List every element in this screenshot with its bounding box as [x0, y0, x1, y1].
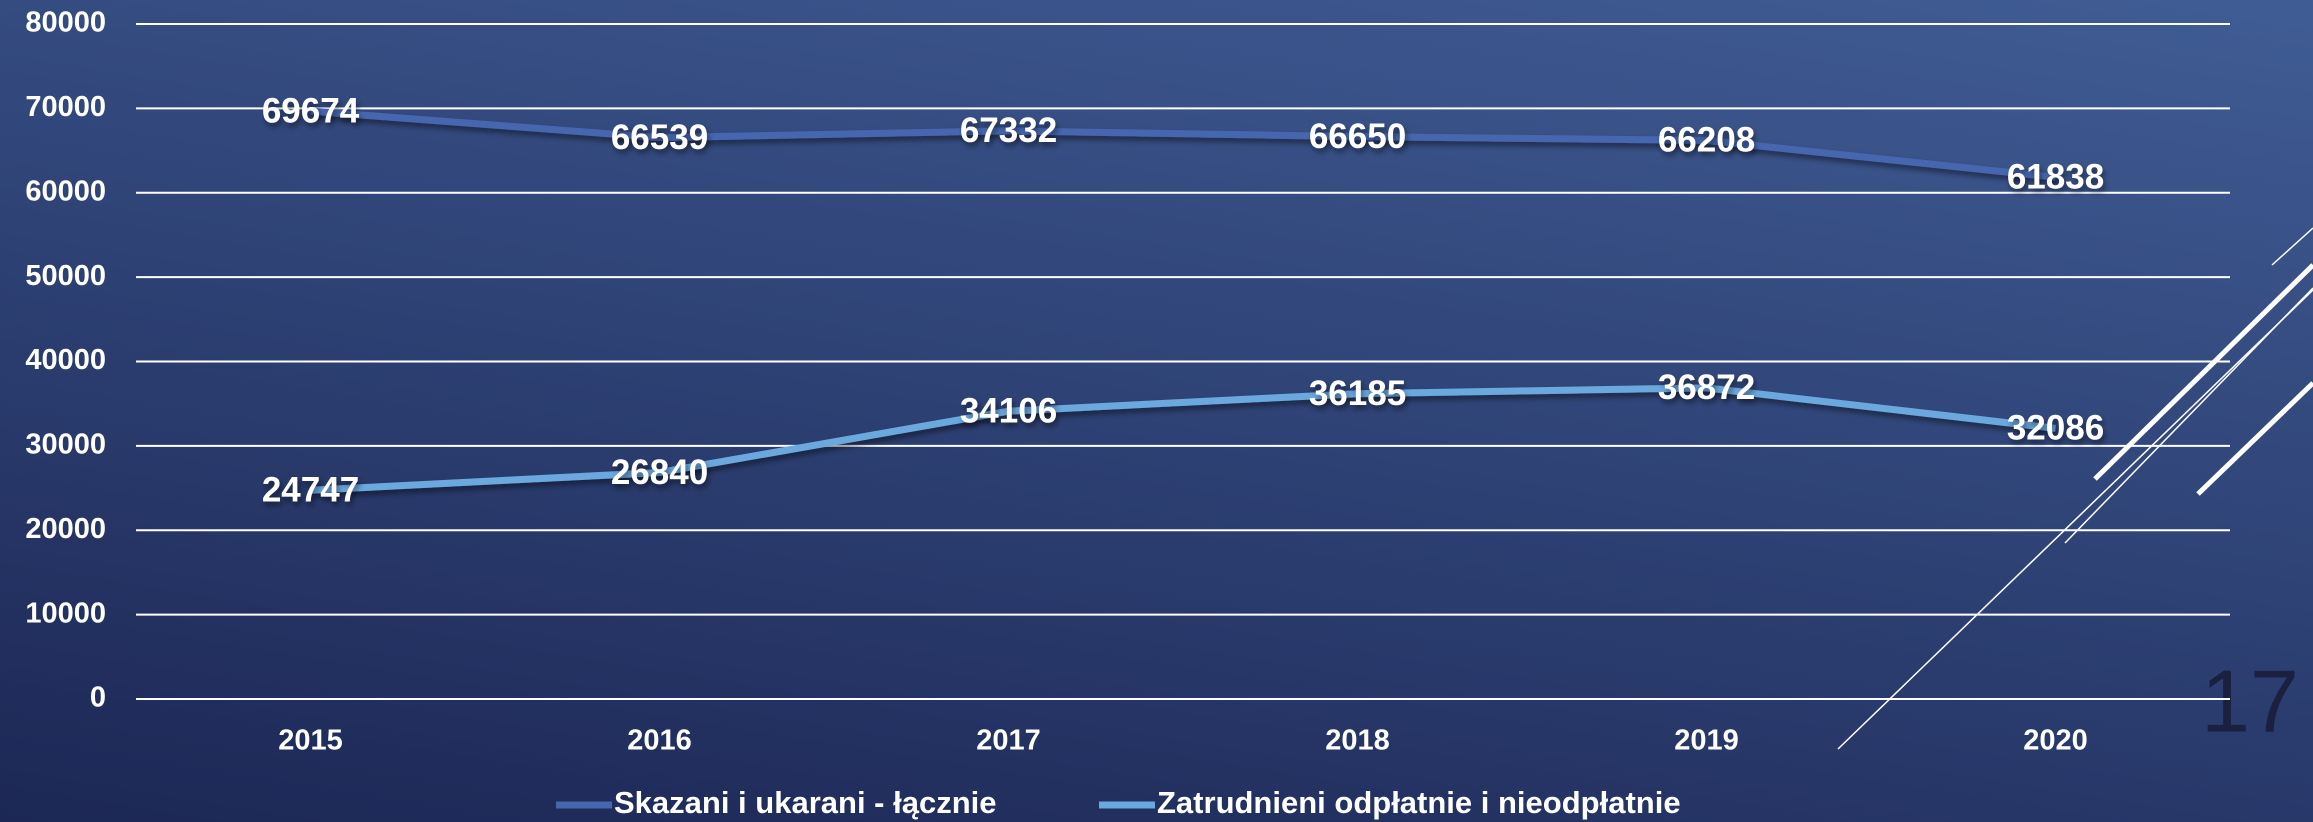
data-label: 34106	[960, 391, 1057, 430]
x-tick-label: 2015	[278, 725, 343, 757]
data-label: 24747	[262, 470, 359, 509]
x-tick-label: 2017	[976, 725, 1041, 757]
x-tick-label: 2016	[627, 725, 692, 757]
y-tick-label: 80000	[25, 7, 106, 39]
data-label: 67332	[960, 111, 1057, 150]
data-label: 61838	[2007, 157, 2104, 196]
x-tick-label: 2018	[1325, 725, 1390, 757]
y-tick-label: 30000	[25, 429, 106, 461]
legend-label: Zatrudnieni odpłatnie i nieodpłatnie	[1157, 785, 1681, 820]
legend-label: Skazani i ukarani - łącznie	[614, 785, 997, 820]
data-label: 36185	[1309, 374, 1406, 413]
data-label: 36872	[1658, 368, 1755, 407]
x-tick-label: 2019	[1674, 725, 1739, 757]
data-label: 26840	[611, 453, 708, 492]
y-tick-label: 40000	[25, 344, 106, 376]
x-tick-label: 2020	[2023, 725, 2088, 757]
data-label: 66650	[1309, 117, 1406, 156]
data-label: 66539	[611, 118, 708, 157]
y-tick-label: 60000	[25, 175, 106, 207]
chart: 17 0 10000 20000 30000 40000 50000 60000 70000 8…	[0, 0, 2313, 822]
page-number: 17	[2201, 651, 2299, 750]
y-tick-label: 10000	[25, 597, 106, 629]
data-label: 69674	[262, 91, 360, 130]
data-label: 66208	[1658, 121, 1755, 160]
y-tick-label: 50000	[25, 260, 106, 292]
y-tick-label: 20000	[25, 513, 106, 545]
page: 17 0 10000 20000 30000 40000 50000 60000 70000 8…	[0, 0, 2313, 822]
y-tick-label: 70000	[25, 91, 106, 123]
y-tick-label: 0	[90, 682, 106, 714]
data-label: 32086	[2007, 409, 2104, 448]
